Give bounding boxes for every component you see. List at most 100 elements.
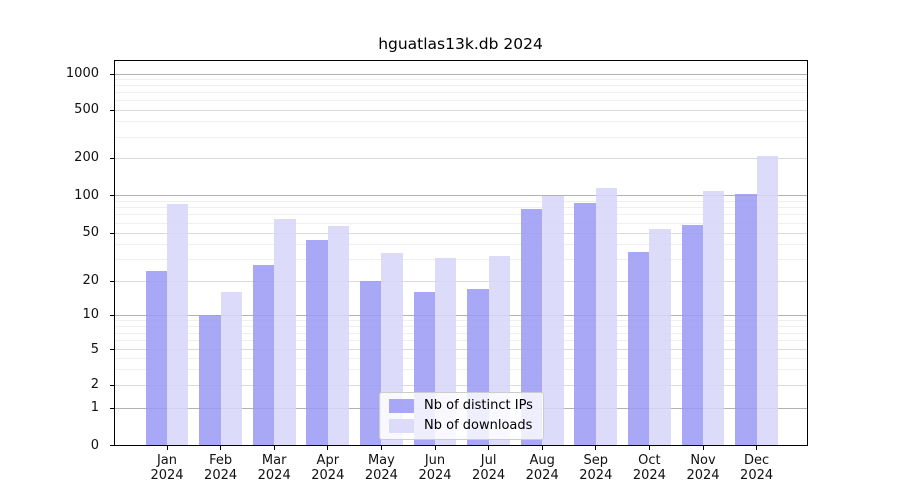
y-tick (109, 157, 114, 159)
bar-nov-distinct-ips (681, 225, 703, 446)
gridline-minor (113, 222, 808, 224)
gridline-minor (113, 332, 808, 334)
legend-swatch-downloads (389, 419, 414, 433)
x-tick (595, 445, 597, 450)
legend-label-downloads: Nb of downloads (424, 418, 533, 433)
y-tick-label: 0 (90, 437, 99, 453)
x-tick (756, 445, 758, 450)
y-tick-label: 10 (82, 307, 99, 323)
y-tick-label: 100 (74, 187, 99, 203)
gridline-major (113, 280, 808, 282)
gridline-minor (113, 200, 808, 202)
gridline-major (113, 314, 808, 316)
y-tick (109, 109, 114, 111)
x-tick (327, 445, 329, 450)
gridline-minor (113, 340, 808, 342)
legend-label-distinct-ips: Nb of distinct IPs (424, 398, 533, 413)
bar-dec-distinct-ips (735, 194, 757, 446)
gridline-major (113, 384, 808, 386)
y-tick-label: 1000 (65, 66, 99, 81)
legend-item-distinct-ips: Nb of distinct IPs (389, 398, 533, 414)
x-tick-label: Sep 2024 (579, 452, 613, 484)
bar-jan-distinct-ips (145, 271, 167, 446)
y-tick (109, 195, 114, 197)
bar-feb-downloads (220, 292, 242, 446)
y-tick (109, 349, 114, 351)
x-tick (702, 445, 704, 450)
x-tick-label: Jun 2024 (418, 452, 452, 484)
x-tick-label: Mar 2024 (257, 452, 291, 484)
bar-feb-distinct-ips (199, 315, 221, 446)
y-tick-label: 50 (82, 225, 99, 240)
y-tick-label: 2 (90, 377, 99, 393)
bar-apr-downloads (327, 225, 350, 446)
bar-mar-downloads (274, 218, 296, 446)
x-tick (220, 445, 222, 450)
bar-oct-downloads (649, 228, 671, 446)
y-tick (109, 232, 114, 234)
gridline-major (113, 349, 808, 351)
x-tick (434, 445, 436, 450)
gridline-minor (113, 214, 808, 216)
gridline-major (113, 195, 808, 197)
bar-oct-distinct-ips (628, 251, 650, 446)
x-tick (273, 445, 275, 450)
x-tick (541, 445, 543, 450)
y-tick-label: 5 (90, 341, 99, 357)
gridline-minor (113, 357, 808, 359)
gridline-minor (113, 136, 808, 138)
bar-sep-distinct-ips (574, 203, 596, 446)
x-tick (166, 445, 168, 450)
y-tick-label: 1 (90, 400, 99, 416)
x-tick-label: Dec 2024 (740, 452, 774, 484)
gridline-major (113, 73, 808, 75)
x-tick-label: Jan 2024 (150, 452, 184, 484)
x-tick-label: May 2024 (364, 452, 398, 484)
x-tick-label: Oct 2024 (632, 452, 666, 484)
bar-dec-downloads (756, 155, 778, 446)
gridline-major (113, 109, 808, 111)
bar-apr-distinct-ips (306, 239, 328, 446)
gridline-minor (113, 325, 808, 327)
legend: Nb of distinct IPs Nb of downloads (379, 392, 544, 440)
y-tick (109, 73, 114, 75)
y-tick (109, 407, 114, 409)
y-tick (109, 314, 114, 316)
gridline-minor (113, 85, 808, 87)
gridline-minor (113, 244, 808, 246)
bar-nov-downloads (703, 190, 725, 446)
x-tick (488, 445, 490, 450)
x-tick (648, 445, 650, 450)
bar-mar-distinct-ips (252, 265, 275, 446)
y-tick-label: 500 (74, 102, 99, 118)
gridline-minor (113, 121, 808, 123)
chart-title: hguatlas13k.db 2024 (378, 35, 543, 53)
x-tick-label: Nov 2024 (686, 452, 720, 484)
gridline-major (113, 157, 808, 159)
x-tick-label: Aug 2024 (525, 452, 559, 484)
x-tick-label: Apr 2024 (311, 452, 345, 484)
y-tick (109, 384, 114, 386)
gridline-minor (113, 100, 808, 102)
bar-aug-distinct-ips (520, 209, 543, 446)
gridline-major (113, 232, 808, 234)
y-tick-label: 20 (82, 273, 99, 288)
x-tick-label: Jul 2024 (472, 452, 506, 484)
bar-aug-downloads (542, 195, 564, 446)
y-tick (109, 445, 114, 446)
y-tick (109, 280, 114, 282)
y-tick-label: 200 (74, 150, 99, 166)
plot-area (113, 60, 808, 446)
gridline-minor (113, 320, 808, 322)
bar-jan-downloads (167, 204, 189, 446)
x-tick (380, 445, 382, 450)
legend-item-downloads: Nb of downloads (389, 418, 533, 434)
bar-sep-downloads (595, 188, 618, 446)
x-tick-label: Feb 2024 (204, 452, 238, 484)
gridline-minor (113, 92, 808, 94)
gridline-minor (113, 369, 808, 371)
gridline-minor (113, 259, 808, 261)
gridline-minor (113, 79, 808, 81)
gridline-minor (113, 207, 808, 209)
